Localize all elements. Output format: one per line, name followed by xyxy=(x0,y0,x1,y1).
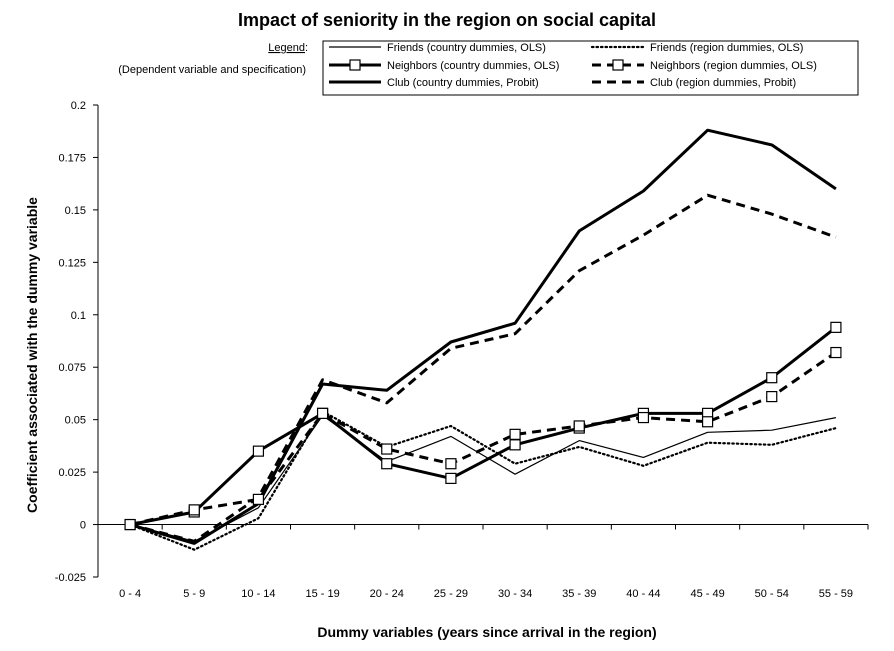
legend-sublabel: (Dependent variable and specification) xyxy=(118,64,306,76)
data-point-neighbors-region-dummies-ols xyxy=(252,493,265,505)
legend-label-suffix: : xyxy=(305,42,308,54)
y-tick-label: 0.175 xyxy=(58,152,86,164)
legend-entry-club-country-dummies-probit: Club (country dummies, Probit) xyxy=(387,77,539,89)
y-tick-label: 0.15 xyxy=(65,205,86,217)
legend-box xyxy=(322,40,859,96)
legend-entry-friends-region-dummies-ols: Friends (region dummies, OLS) xyxy=(650,42,803,54)
y-tick-label: 0.2 xyxy=(71,100,86,112)
data-point-neighbors-region-dummies-ols xyxy=(830,346,842,359)
series-line-friends-region-dummies-ols xyxy=(129,410,838,551)
data-point-neighbors-region-dummies-ols xyxy=(124,518,136,531)
y-tick-label: 0 xyxy=(80,520,86,532)
legend-label: Legend xyxy=(268,42,305,54)
y-tick-label: 0.05 xyxy=(65,415,86,427)
series-line-club-country-dummies-probit xyxy=(129,128,837,545)
x-tick-label: 10 - 14 xyxy=(241,588,275,600)
y-tick-label: -0.025 xyxy=(55,572,86,584)
x-tick-label: 50 - 54 xyxy=(755,588,789,600)
x-tick-label: 15 - 19 xyxy=(305,588,339,600)
data-point-neighbors-country-dummies-ols xyxy=(252,445,265,457)
x-axis-title: Dummy variables (years since arrival in … xyxy=(317,624,656,640)
x-tick-label: 20 - 24 xyxy=(370,588,404,600)
data-point-neighbors-country-dummies-ols xyxy=(445,472,457,485)
y-tick-label: 0.025 xyxy=(58,467,86,479)
x-tick-label: 35 - 39 xyxy=(562,588,596,600)
x-tick-label: 5 - 9 xyxy=(183,588,205,600)
data-point-neighbors-country-dummies-ols xyxy=(766,372,778,384)
data-point-neighbors-country-dummies-ols xyxy=(830,321,842,333)
data-point-neighbors-region-dummies-ols xyxy=(188,504,200,516)
legend-entry-club-region-dummies-probit: Club (region dummies, Probit) xyxy=(650,77,796,89)
x-tick-label: 45 - 49 xyxy=(690,588,724,600)
series-line-friends-country-dummies-ols xyxy=(129,414,837,542)
data-point-neighbors-region-dummies-ols xyxy=(701,416,714,428)
legend-entry-neighbors-country-dummies-ols: Neighbors (country dummies, OLS) xyxy=(387,60,559,72)
x-tick-label: 40 - 44 xyxy=(626,588,660,600)
data-point-neighbors-region-dummies-ols xyxy=(316,407,329,419)
x-tick-label: 55 - 59 xyxy=(819,588,853,600)
y-tick-label: 0.125 xyxy=(58,257,86,269)
y-tick-label: 0.1 xyxy=(71,310,86,322)
legend-entry-neighbors-region-dummies-ols: Neighbors (region dummies, OLS) xyxy=(650,60,817,72)
data-point-neighbors-region-dummies-ols xyxy=(509,428,521,440)
data-point-neighbors-region-dummies-ols xyxy=(381,443,393,455)
y-tick-label: 0.075 xyxy=(58,362,86,374)
data-point-neighbors-region-dummies-ols xyxy=(445,458,457,470)
legend-marker-neighbors-region-dummies-ols xyxy=(612,59,624,71)
chart-title: Impact of seniority in the region on soc… xyxy=(238,10,656,30)
x-tick-label: 0 - 4 xyxy=(119,588,141,600)
data-point-neighbors-region-dummies-ols xyxy=(637,411,650,424)
plot-area: -0.025 0 0.025 0.05 0.075 0.1 0.125 0.15 0.175 0.… xyxy=(55,100,869,600)
legend-marker-neighbors-country-dummies-ols xyxy=(349,59,361,71)
series-line-neighbors-region-dummies-ols xyxy=(129,351,837,527)
y-axis-title: Coefficient associated with the dummy va… xyxy=(24,197,40,513)
x-tick-label: 30 - 34 xyxy=(498,588,532,600)
data-point-neighbors-region-dummies-ols xyxy=(573,420,585,432)
legend-entries: Friends (country dummies, OLS) Friends (r… xyxy=(329,42,817,89)
data-point-neighbors-region-dummies-ols xyxy=(766,390,778,403)
data-point-neighbors-country-dummies-ols xyxy=(381,458,393,470)
data-point-neighbors-country-dummies-ols xyxy=(509,439,521,451)
x-tick-label: 25 - 29 xyxy=(434,588,468,600)
legend: Legend : (Dependent variable and specifi… xyxy=(118,40,859,96)
legend-entry-friends-country-dummies-ols: Friends (country dummies, OLS) xyxy=(387,42,546,54)
series-line-club-region-dummies-probit xyxy=(129,193,837,543)
series-line-neighbors-country-dummies-ols xyxy=(129,326,837,527)
